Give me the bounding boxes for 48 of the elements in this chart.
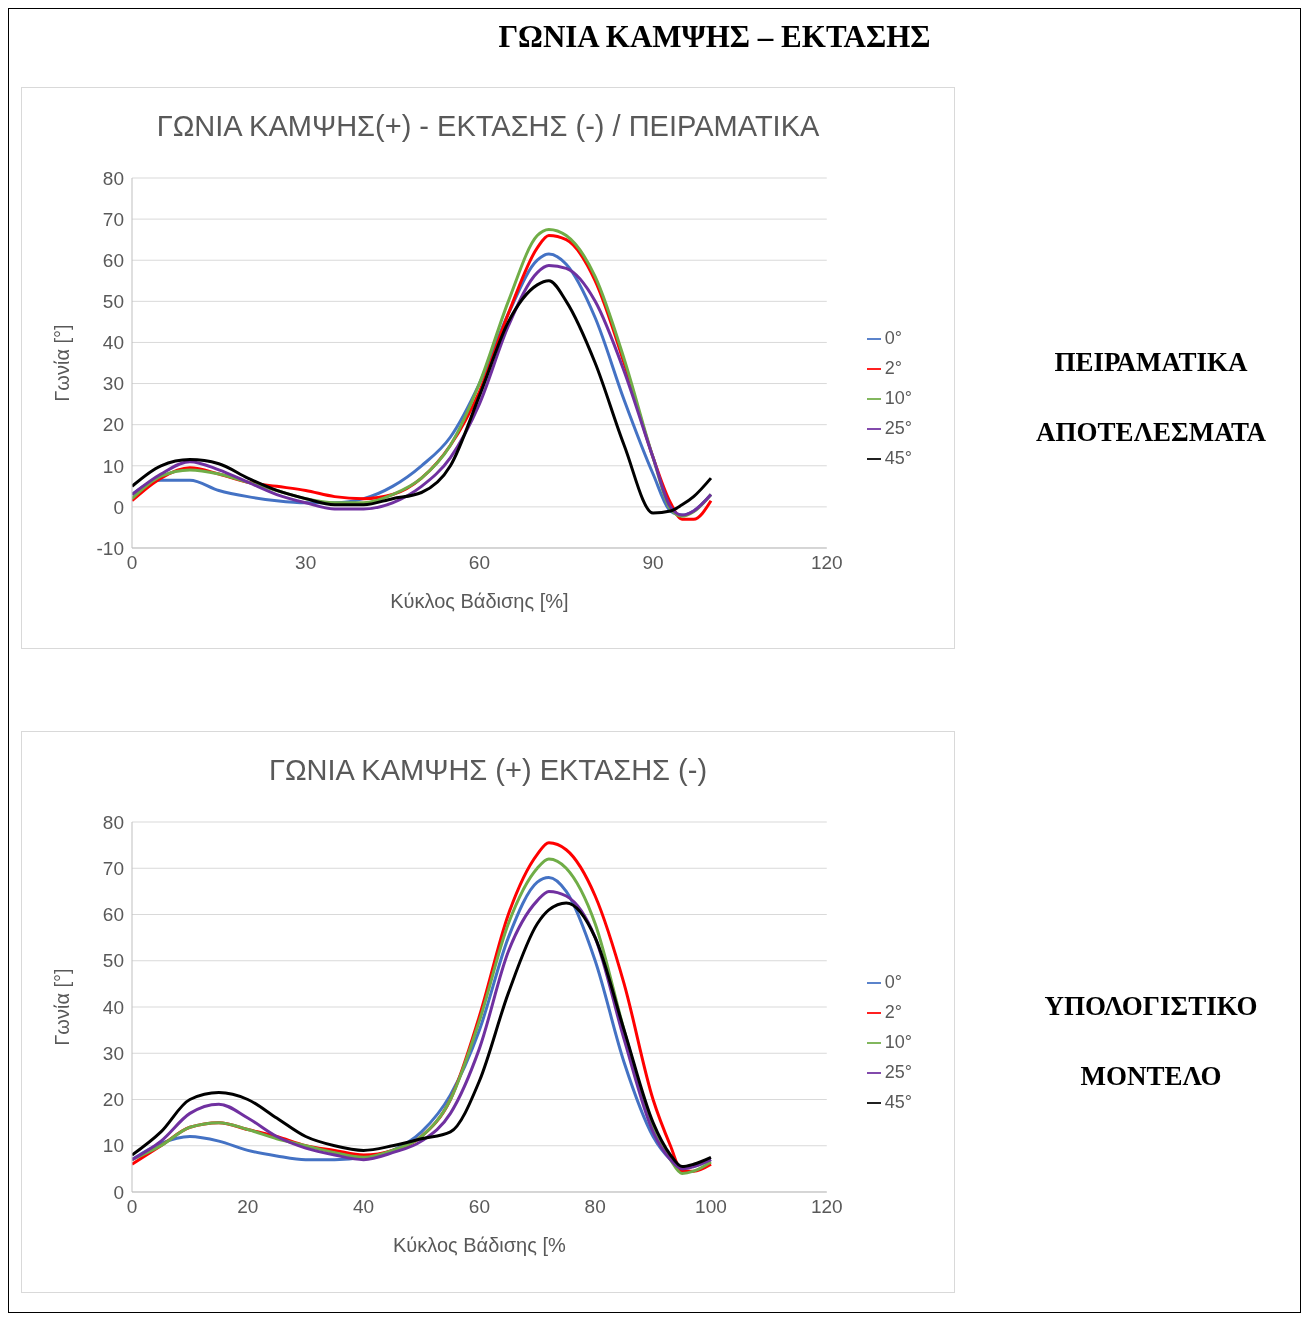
x-tick-label: 80 [584,1196,606,1218]
x-axis-title: Κύκλος Βάδισης [%] [390,590,569,612]
legend-label: 45° [884,1092,912,1112]
chart-title: ΓΩΝΙΑ ΚΑΜΨΗΣ(+) - ΕΚΤΑΣΗΣ (-) / ΠΕΙΡΑΜΑΤΙΚΑ [155,110,821,143]
legend-label: 0° [884,328,902,348]
y-tick-label: 20 [102,1089,124,1111]
legend-label: 2° [884,358,902,378]
y-tick-label: 20 [102,414,124,436]
y-tick-label: 10 [102,455,124,477]
x-tick-label: 20 [237,1196,259,1218]
x-tick-label: 60 [468,1196,490,1218]
legend-label: 10° [884,388,912,408]
legend-label: 0° [884,972,902,992]
y-tick-label: 40 [102,332,124,354]
x-tick-label: 120 [810,1196,843,1218]
y-tick-label: 50 [102,291,124,313]
legend-label: 45° [884,448,912,468]
y-tick-label: 70 [102,857,124,879]
y-tick-label: 50 [102,950,124,972]
x-tick-label: 120 [810,552,843,574]
y-tick-label: 80 [102,167,124,189]
text: ΠΕΙΡΑΜΑΤΙΚΑ ΑΠΟΤΕΛΕΣΜΑΤΑ [1036,347,1266,447]
legend-label: 10° [884,1032,912,1052]
x-axis-title: Κύκλος Βάδισης [% [392,1234,566,1256]
y-tick-label: 30 [102,1042,124,1064]
y-axis-title: Γωνία [°] [51,324,74,402]
x-tick-label: 90 [642,552,664,574]
y-tick-label: 60 [102,904,124,926]
legend-label: 2° [884,1002,902,1022]
y-tick-label: 0 [113,496,124,518]
y-axis-title: Γωνία [°] [51,968,74,1046]
legend-label: 25° [884,418,912,438]
legend-label: 25° [884,1062,912,1082]
y-tick-label: 40 [102,996,124,1018]
chart-title: ΓΩΝΙΑ ΚΑΜΨΗΣ (+) ΕΚΤΑΣΗΣ (-) [267,754,709,787]
x-tick-label: 30 [295,552,317,574]
y-tick-label: 60 [102,249,124,271]
text: ΥΠΟΛΟΓΙΣΤΙΚΟ ΜΟΝΤΕΛΟ [1044,991,1258,1091]
x-tick-label: 60 [468,552,490,574]
x-tick-label: 100 [695,1196,727,1218]
y-tick-label: -10 [96,537,124,559]
y-tick-label: 10 [102,1135,124,1157]
y-tick-label: 80 [102,811,124,833]
text: ΓΩΝΙΑ ΚΑΜΨΗΣ – ΕΚΤΑΣΗΣ [497,19,932,55]
y-tick-label: 30 [102,373,124,395]
y-tick-label: 70 [102,208,124,230]
y-tick-label: 0 [113,1181,124,1203]
x-tick-label: 40 [353,1196,375,1218]
